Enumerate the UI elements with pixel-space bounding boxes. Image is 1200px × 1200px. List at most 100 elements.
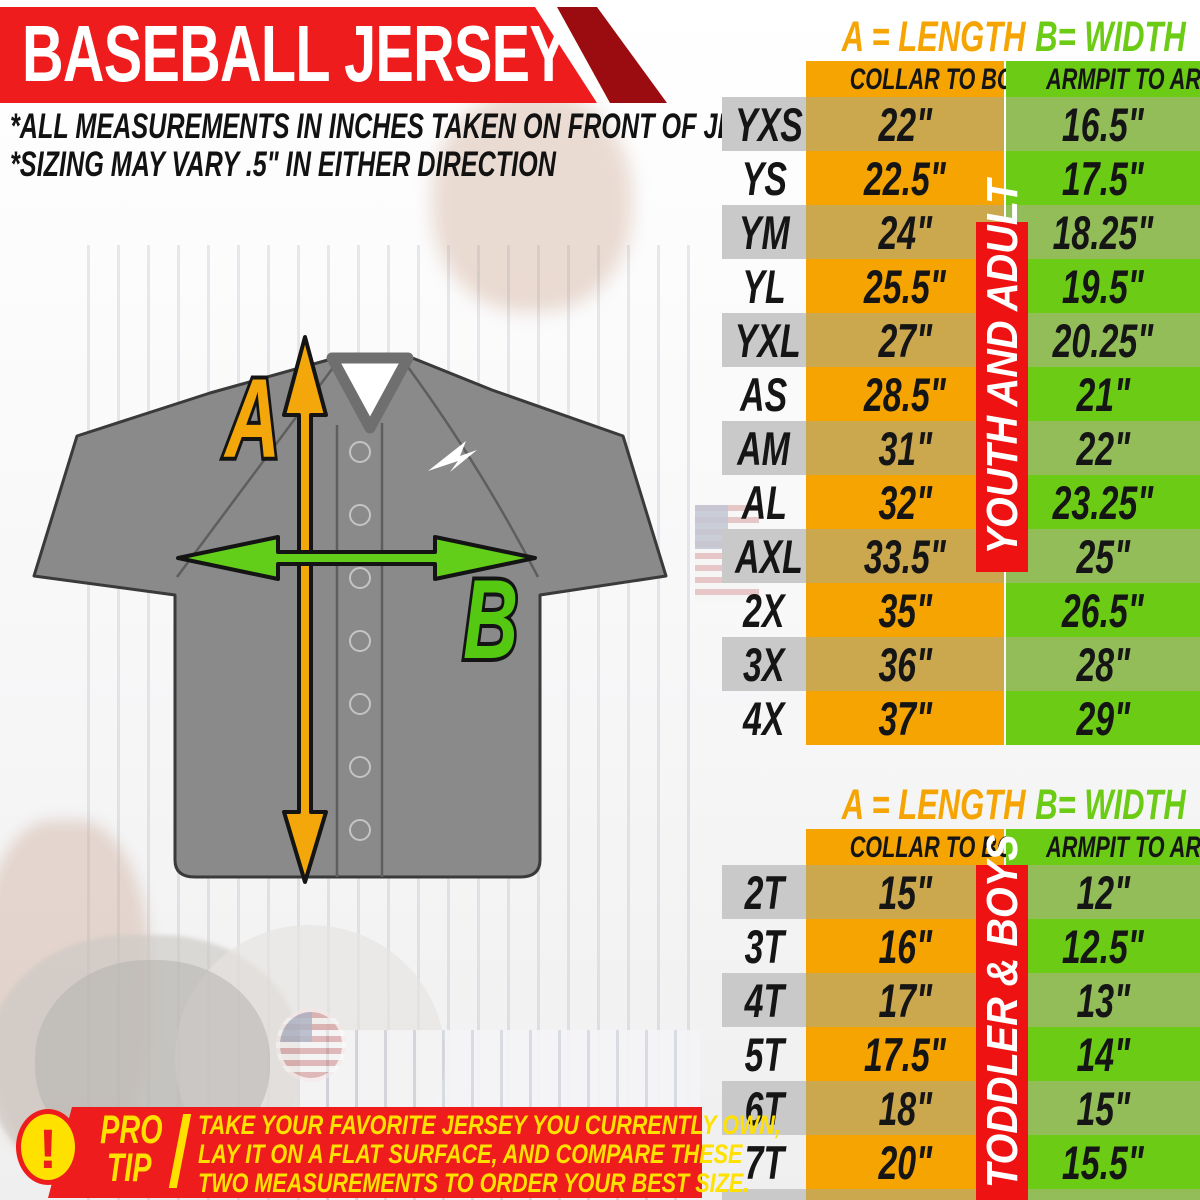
width-cell: 25" [1006,529,1200,583]
brand-logo-icon [428,441,477,472]
size-cell: AS [740,368,788,421]
jersey-placket [335,423,384,877]
size-cell: YXL [722,313,806,367]
length-cell: 32" [806,475,1004,529]
pro-tip-text: TAKE YOUR FAVORITE JERSEY YOU CURRENTLY … [198,1110,781,1198]
chart-header: A = LENGTH B= WIDTH [841,781,1186,829]
table-row: 3T 16" 12.5" [715,919,1200,973]
chart-rows: YXS 22" 16.5" YS 22.5" 17.5" YM 24" 18.2… [715,97,1200,745]
table-row: YL 25.5" 19.5" [715,259,1200,313]
size-cell: 3T [744,920,784,973]
chart-subheader: COLLAR TO BOTTOM ARMPIT TO ARMPIT [715,829,1200,865]
size-cell: 6T [722,1081,806,1135]
table-row: 6T 18" 15" [715,1081,1200,1135]
page-title: BASEBALL JERSEY [22,9,568,98]
chart-header: A = LENGTH B= WIDTH [841,13,1186,61]
size-cell: 2T [722,865,806,919]
width-cell: 13" [1006,973,1200,1027]
jersey-measurement-diagram: A B [32,335,668,884]
table-row: 2T 15" 12" [715,865,1200,919]
width-cell: 29" [1006,691,1200,745]
width-cell: 21" [1006,367,1200,421]
size-cell: YXS [722,97,806,151]
width-cell: 12" [1006,865,1200,919]
width-cell: 23.25" [1006,475,1200,529]
length-cell: 25.5" [806,259,1004,313]
length-cell: 18" [806,1081,1004,1135]
table-row: AXL 33.5" 25" [715,529,1200,583]
length-cell: 16" [806,919,1004,973]
table-row: 4X 37" 29" [715,691,1200,745]
note-measurements: *ALL MEASUREMENTS IN INCHES TAKEN ON FRO… [10,107,803,146]
table-row-partial [715,1189,1200,1200]
collar-to-bottom-header: COLLAR TO BOTTOM [806,61,1074,97]
width-cell: 22" [1006,421,1200,475]
chart-rows: 2T 15" 12" 3T 16" 12.5" 4T 17" 13" 5T 17… [715,865,1200,1189]
width-cell [1006,1189,1200,1200]
length-cell: 31" [806,421,1004,475]
table-row: 4T 17" 13" [715,973,1200,1027]
width-cell: 17.5" [1006,151,1200,205]
pro-tip-label: PRO TIP [100,1108,163,1190]
title-banner [0,7,597,103]
table-row: YXL 27" 20.25" [715,313,1200,367]
length-cell: 37" [806,691,1004,745]
width-cell: 15" [1006,1081,1200,1135]
size-cell: YL [742,260,786,313]
length-cell: 27" [806,313,1004,367]
size-cell: 2X [743,584,785,637]
width-cell: 15.5" [1006,1135,1200,1189]
width-cell: 14" [1006,1027,1200,1081]
armpit-to-armpit-header: ARMPIT TO ARMPIT [1006,829,1200,865]
length-cell [806,1189,1004,1200]
width-cell: 16.5" [1006,97,1200,151]
length-cell: 15" [806,865,1004,919]
width-cell: 20.25" [1006,313,1200,367]
collar-to-bottom-header: COLLAR TO BOTTOM [806,829,1074,865]
width-cell: 18.25" [1006,205,1200,259]
length-cell: 22.5" [806,151,1004,205]
table-row: YS 22.5" 17.5" [715,151,1200,205]
table-row: YM 24" 18.25" [715,205,1200,259]
length-cell: 33.5" [806,529,1004,583]
letter-b-label: B [463,557,518,682]
size-cell: 4T [722,973,806,1027]
length-cell: 35" [806,583,1004,637]
length-cell: 36" [806,637,1004,691]
size-cell: AXL [722,529,806,583]
size-cell: 5T [744,1028,784,1081]
table-row: YXS 22" 16.5" [715,97,1200,151]
armpit-to-armpit-header: ARMPIT TO ARMPIT [1006,61,1200,97]
length-cell: 17" [806,973,1004,1027]
size-cell: YS [741,152,787,205]
table-row: AL 32" 23.25" [715,475,1200,529]
size-cell: 4X [743,692,785,745]
exclamation-icon: ! [16,1109,80,1185]
length-cell: 22" [806,97,1004,151]
table-row: 5T 17.5" 14" [715,1027,1200,1081]
usa-flag-glove-patch [276,1008,346,1082]
length-cell: 24" [806,205,1004,259]
letter-a-label: A [224,356,281,481]
jersey-outline [32,353,668,879]
length-cell: 17.5" [806,1027,1004,1081]
table-row: 2X 35" 26.5" [715,583,1200,637]
table-row: AM 31" 22" [715,421,1200,475]
length-cell: 28.5" [806,367,1004,421]
pro-tip-banner [48,1107,702,1198]
size-cell: 3X [722,637,806,691]
size-chart-youth-adult: A = LENGTH B= WIDTH COLLAR TO BOTTOM ARM… [715,13,1200,745]
table-row: AS 28.5" 21" [715,367,1200,421]
jersey-buttons [349,441,371,841]
table-row: 7T 20" 15.5" [715,1135,1200,1189]
table-row: 3X 36" 28" [715,637,1200,691]
width-cell: 26.5" [1006,583,1200,637]
toddler-boys-band: TODDLER & BOYS [976,834,1028,1200]
length-arrow [282,335,328,884]
size-cell: 7T [744,1136,784,1189]
length-cell: 20" [806,1135,1004,1189]
width-arrow [176,535,537,581]
size-cell: AM [722,421,806,475]
width-cell: 12.5" [1006,919,1200,973]
